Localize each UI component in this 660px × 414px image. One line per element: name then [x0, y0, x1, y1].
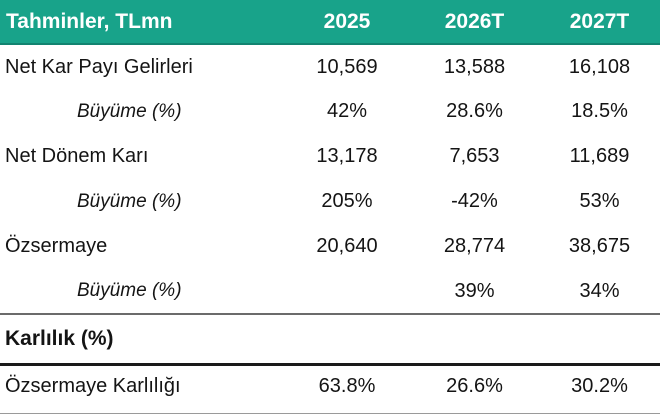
row-label: Büyüme (%)	[77, 190, 182, 212]
table-row-buyume-2: Büyüme (%) 205% -42% 53%	[0, 179, 660, 224]
cell-value-2027t: 30.2%	[571, 375, 628, 398]
cell-value-2025: 13,178	[316, 145, 378, 167]
table-row-net-kar-payi-gelirleri: Net Kar Payı Gelirleri 10,569 13,588 16,…	[0, 44, 660, 89]
row-label: Net Kar Payı Gelirleri	[5, 55, 193, 78]
cell-value-2025	[284, 269, 410, 314]
cell-value-2026t: 26.6%	[446, 375, 503, 398]
table-row-ozsermaye-karliligi: Özsermaye Karlılığı 63.8% 26.6% 30.2%	[0, 364, 660, 408]
table-row-buyume-1: Büyüme (%) 42% 28.6% 18.5%	[0, 89, 660, 134]
cell-value-2026t: 13,588	[443, 55, 506, 78]
cell-value-2027t: 18.5%	[571, 100, 628, 122]
table-row-buyume-3: Büyüme (%) 39% 34%	[0, 269, 660, 314]
cell-value-2025: 10,569	[316, 55, 378, 78]
cell-value-2026t: 39%	[454, 279, 495, 302]
cell-value-2025: 42%	[326, 100, 368, 122]
row-label: Net Dönem Karı	[5, 145, 149, 167]
cell-value-2027t: 38,675	[568, 235, 631, 257]
column-header-2027t: 2027T	[539, 0, 660, 45]
cell-value-2025: 20,640	[316, 235, 378, 257]
row-label: Özsermaye Karlılığı	[5, 375, 181, 398]
table-row-ozsermaye: Özsermaye 20,640 28,774 38,675	[0, 224, 660, 269]
cell-value-2027t: 53%	[579, 190, 620, 212]
cell-value-2026t: 28.6%	[446, 100, 503, 122]
row-label: Özsermaye	[5, 235, 108, 257]
cell-value-2025: 63.8%	[318, 375, 376, 398]
cell-value-2027t: 34%	[579, 279, 620, 302]
table-header-row: Tahminler, TLmn 2025 2026T 2027T	[0, 0, 660, 45]
cell-value-2026t: -42%	[451, 190, 498, 212]
cell-value-2027t: 11,689	[569, 145, 630, 167]
cell-value-2026t: 7,653	[449, 145, 500, 167]
column-header-2026t: 2026T	[410, 0, 539, 45]
row-label: Büyüme (%)	[77, 100, 182, 122]
section-header-label: Karlılık (%)	[0, 313, 660, 366]
cell-value-2027t: 16,108	[568, 55, 631, 78]
section-header-karlilik: Karlılık (%)	[0, 313, 660, 366]
cell-value-2025: 205%	[321, 190, 373, 212]
table-row-net-donem-kari: Net Dönem Karı 13,178 7,653 11,689	[0, 134, 660, 179]
row-label: Büyüme (%)	[77, 280, 182, 301]
cell-value-2026t: 28,774	[443, 235, 506, 257]
column-header-2025: 2025	[284, 0, 410, 45]
table-title: Tahminler, TLmn	[0, 0, 284, 45]
